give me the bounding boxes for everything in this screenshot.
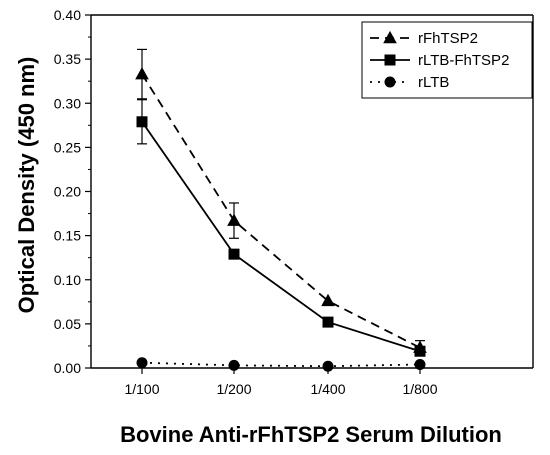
legend-label: rLTB (418, 74, 449, 91)
y-tick-label: 0.30 (54, 95, 81, 111)
series-square (136, 99, 426, 357)
data-point (228, 359, 240, 371)
legend: rFhTSP2 rLTB-FhTSP2 rLTB (361, 21, 533, 99)
y-tick-label: 0.05 (54, 316, 81, 332)
data-point (321, 293, 335, 307)
data-point (227, 213, 241, 226)
legend-marker (384, 54, 396, 66)
legend-label: rFhTSP2 (418, 30, 478, 47)
series-line (141, 121, 421, 353)
y-tick-label: 0.40 (54, 7, 81, 23)
data-point (136, 357, 148, 369)
y-tick-label: 0.25 (54, 139, 81, 155)
series-line (141, 73, 421, 349)
y-tick-label: 0.35 (54, 51, 81, 67)
y-axis-title: Optical Density (450 nm) (14, 57, 39, 314)
data-point (322, 360, 334, 372)
legend-marker (383, 30, 397, 44)
data-point (135, 66, 149, 80)
data-point (136, 116, 148, 128)
x-axis-title: Bovine Anti-rFhTSP2 Serum Dilution (120, 422, 502, 447)
x-tick-label: 1/800 (402, 381, 437, 397)
series-circle (136, 357, 426, 372)
series-line (141, 361, 421, 368)
axes: 0.00 0.05 0.10 0.15 0.20 0.25 0.30 0.35 0.40 1/10… (54, 7, 534, 397)
y-tick-label: 0.15 (54, 228, 81, 244)
x-tick-label: 1/200 (216, 381, 251, 397)
series-layer (135, 48, 427, 372)
data-point (414, 345, 426, 357)
data-point (322, 316, 334, 328)
x-tick-label: 1/400 (310, 381, 345, 397)
legend-marker (384, 76, 396, 88)
y-tick-label: 0.00 (54, 360, 81, 376)
data-point (414, 358, 426, 370)
y-tick-label: 0.10 (54, 272, 81, 288)
x-tick-label: 1/100 (124, 381, 159, 397)
legend-label: rLTB-FhTSP2 (418, 52, 509, 69)
y-tick-label: 0.20 (54, 184, 81, 200)
data-point (228, 248, 240, 260)
